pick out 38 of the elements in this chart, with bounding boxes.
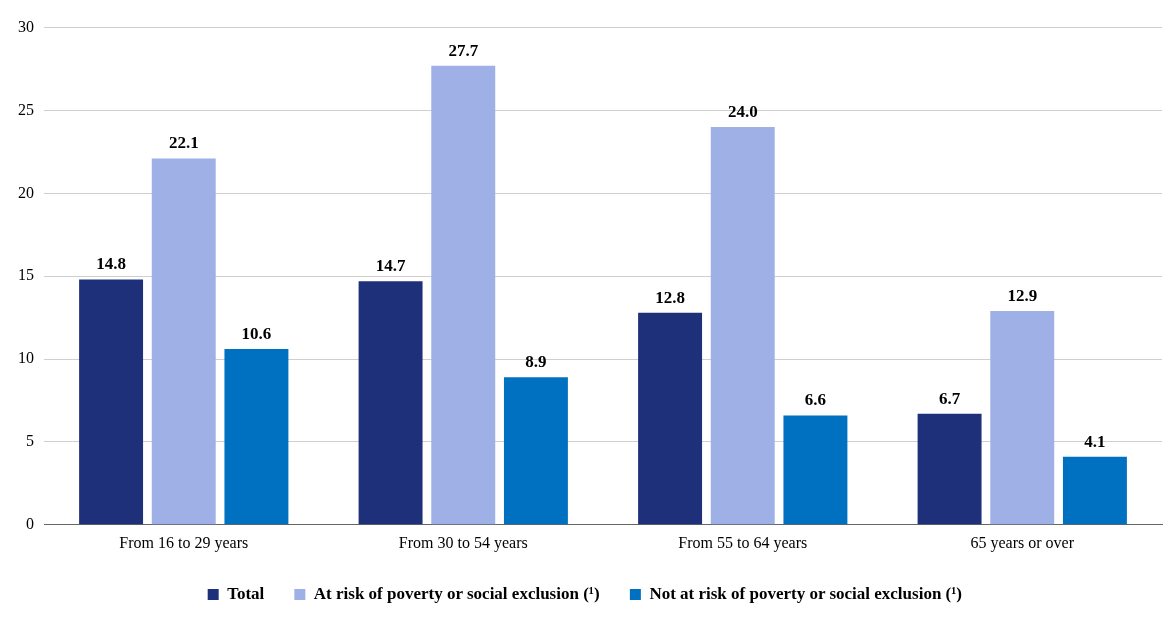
bar xyxy=(783,415,848,525)
x-tick-label: 65 years or over xyxy=(970,533,1075,552)
data-label: 14.8 xyxy=(96,254,126,274)
data-label: 24.0 xyxy=(727,101,758,121)
x-tick-label: From 30 to 54 years xyxy=(398,533,528,552)
bar xyxy=(990,311,1055,525)
data-label: 10.6 xyxy=(241,324,272,344)
data-label: 27.7 xyxy=(448,40,479,60)
data-label: 6.7 xyxy=(938,388,961,408)
bar xyxy=(79,279,144,525)
bar xyxy=(1062,456,1127,525)
data-label: 14.7 xyxy=(375,256,406,276)
bar xyxy=(710,127,775,525)
y-tick-label: 30 xyxy=(18,17,34,35)
bar xyxy=(151,158,216,525)
bar xyxy=(358,281,423,525)
legend-label: At risk of poverty or social exclusion (¹) xyxy=(313,583,600,603)
legend-label: Not at risk of poverty or social exclusion (¹) xyxy=(649,583,963,603)
y-tick-label: 0 xyxy=(26,515,34,532)
bar xyxy=(638,312,703,525)
y-tick-label: 5 xyxy=(26,432,34,450)
bar xyxy=(224,349,289,525)
bar xyxy=(503,377,568,525)
legend-label: Total xyxy=(227,583,265,603)
y-tick-label: 10 xyxy=(18,349,34,367)
data-label: 12.9 xyxy=(1007,285,1038,305)
bar xyxy=(431,65,496,525)
x-tick-label: From 16 to 29 years xyxy=(119,533,249,552)
x-tick-label: From 55 to 64 years xyxy=(678,533,808,552)
bar xyxy=(917,413,982,525)
data-label: 22.1 xyxy=(168,133,199,153)
data-label: 6.6 xyxy=(804,390,827,410)
y-tick-label: 15 xyxy=(18,266,34,284)
y-tick-label: 25 xyxy=(18,100,34,118)
data-label: 4.1 xyxy=(1084,431,1106,451)
y-tick-label: 20 xyxy=(18,183,34,201)
data-label: 12.8 xyxy=(655,287,685,307)
data-label: 8.9 xyxy=(525,352,547,372)
